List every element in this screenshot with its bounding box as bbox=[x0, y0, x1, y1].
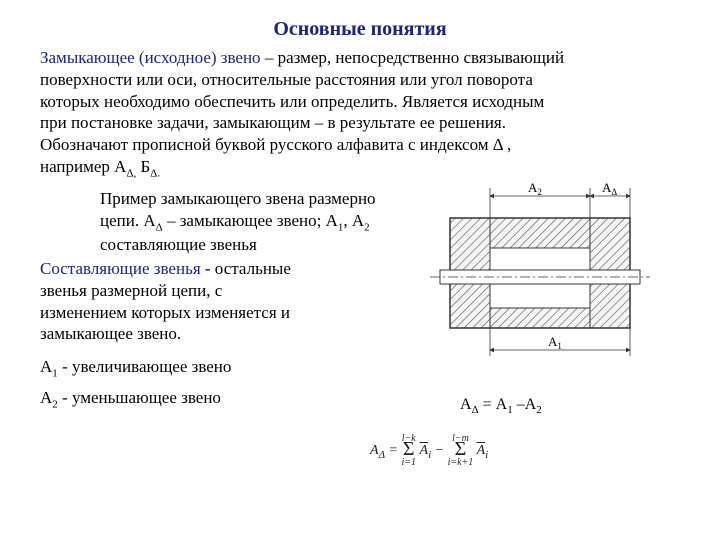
dimension-chain-diagram: A2 AΔ A1 bbox=[410, 178, 670, 378]
sub-1: 1 bbox=[52, 368, 58, 380]
definition-block: Замыкающее (исходное) звено – размер, не… bbox=[40, 47, 680, 180]
ex-text: Пример замыкающего звена размерно bbox=[100, 189, 376, 208]
component-block: Составляющие звенья - остальные звенья р… bbox=[40, 258, 400, 345]
a1-text: - увеличивающее звено bbox=[62, 357, 231, 376]
f-a: A bbox=[477, 443, 486, 458]
eq-part: = А bbox=[479, 396, 508, 413]
ex-text: составляющие звенья bbox=[100, 235, 257, 254]
svg-text:AΔ: AΔ bbox=[602, 180, 617, 197]
equation-summation: AΔ = l−kΣi=1 Ai − l−mΣi=k+1 Ai bbox=[370, 434, 488, 468]
page-title: Основные понятия bbox=[40, 18, 680, 41]
def-text: при постановке задачи, замыкающим – в ре… bbox=[40, 113, 506, 132]
sub-delta: Δ. bbox=[150, 167, 160, 179]
page: Основные понятия Замыкающее (исходное) з… bbox=[0, 0, 720, 420]
a2-text: - уменьшающее звено bbox=[58, 388, 221, 407]
f-eq: = bbox=[385, 443, 401, 458]
ex-text: , А bbox=[343, 211, 364, 230]
def-text: Обозначают прописной буквой русского алф… bbox=[40, 135, 511, 154]
svg-text:A2: A2 bbox=[528, 180, 542, 197]
right-column: A2 AΔ A1 АΔ = А1 –А2 AΔ = l−kΣi=1 Ai − l… bbox=[400, 188, 680, 410]
left-column: Пример замыкающего звена размерно цепи. … bbox=[40, 188, 400, 410]
sub-2: 2 bbox=[536, 404, 542, 416]
ex-text: цепи. А bbox=[100, 211, 156, 230]
sub-i: i bbox=[485, 449, 488, 461]
sym-a: А bbox=[40, 388, 52, 407]
example-block: Пример замыкающего звена размерно цепи. … bbox=[100, 188, 400, 256]
comp-text: изменением которых изменяется и bbox=[40, 303, 290, 322]
def-text: – размер, непосредственно связывающий bbox=[261, 48, 565, 67]
def-text: поверхности или оси, относительные расст… bbox=[40, 70, 533, 89]
def-text: например bbox=[40, 157, 114, 176]
ex-text: – замыкающее звено; А bbox=[163, 211, 338, 230]
sum-limits: l−mΣi=k+1 bbox=[448, 434, 474, 468]
eq-part: –А bbox=[513, 396, 537, 413]
comp-text: замыкающее звено. bbox=[40, 324, 181, 343]
term-component-links: Составляющие звенья bbox=[40, 259, 201, 278]
eq-lhs: А bbox=[460, 396, 472, 413]
comp-text: звенья размерной цепи, с bbox=[40, 281, 222, 300]
sym-a: А bbox=[40, 357, 52, 376]
sub-delta: Δ bbox=[156, 221, 163, 233]
sym-a: А bbox=[114, 157, 126, 176]
sym-b: Б bbox=[136, 157, 150, 176]
lower-row: Пример замыкающего звена размерно цепи. … bbox=[40, 188, 680, 410]
a2-line: А2 - уменьшающее звено bbox=[40, 388, 400, 410]
svg-text:A1: A1 bbox=[548, 334, 562, 351]
sub-2: 2 bbox=[364, 221, 370, 233]
sub-delta: Δ, bbox=[126, 167, 136, 179]
term-closing-link: Замыкающее (исходное) звено bbox=[40, 48, 261, 67]
f-a: A bbox=[420, 443, 429, 458]
sub-delta: Δ bbox=[472, 404, 479, 416]
a1-line: А1 - увеличивающее звено bbox=[40, 357, 400, 379]
comp-text: - остальные bbox=[201, 259, 291, 278]
def-text: которых необходимо обеспечить или опреде… bbox=[40, 92, 544, 111]
f-a: A bbox=[370, 443, 379, 458]
f-minus: − bbox=[431, 443, 447, 458]
sum-limits: l−kΣi=1 bbox=[401, 434, 416, 468]
equation-simple: АΔ = А1 –А2 bbox=[460, 396, 542, 416]
